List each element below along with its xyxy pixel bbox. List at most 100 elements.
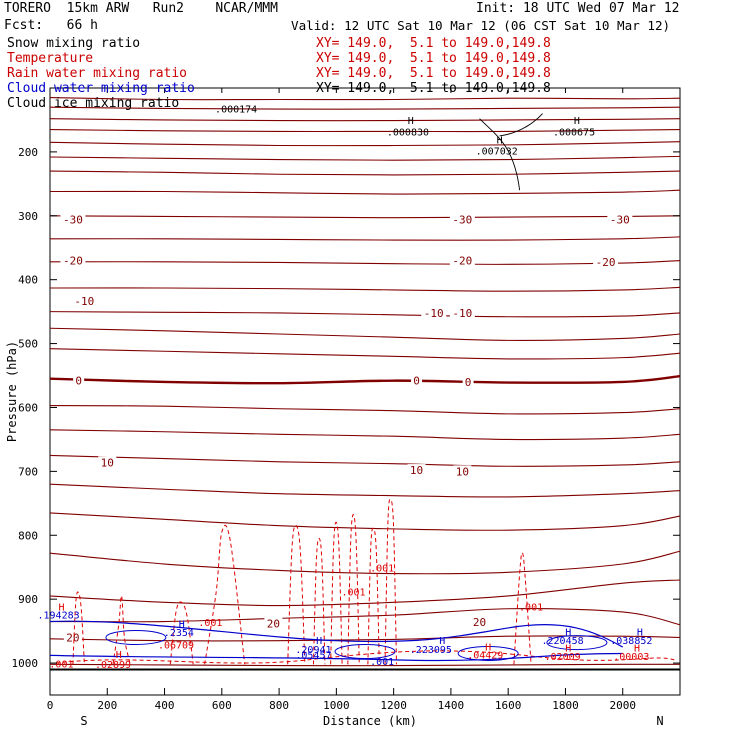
cloud-water-label: .223095 (410, 645, 452, 656)
rain-maximum-marker: H (485, 642, 491, 653)
cloud-water-label: .001 (370, 657, 394, 668)
legend-cloud-water-label: Cloud water mixing ratio (7, 81, 195, 96)
isotherm-label: -10 (452, 307, 472, 320)
x-endpoint-left: S (80, 714, 87, 728)
isotherm-label-bg (593, 255, 619, 268)
header-valid: Valid: 12 UTC Sat 10 Mar 12 (06 CST Sat … (291, 18, 671, 33)
isotherm-line (49, 663, 681, 667)
rain-label: .001 (341, 587, 365, 598)
rain-maximum-marker: H (58, 603, 64, 614)
x-tick-label: 1200 (380, 699, 407, 712)
cloud-water-label: .220458 (542, 636, 584, 647)
snow-label: .000174 (215, 104, 257, 115)
x-tick-label: 0 (47, 699, 54, 712)
isotherm-label: -30 (452, 214, 472, 227)
snow-maximum-marker: H (574, 116, 580, 127)
rain-label: .02009 (545, 652, 581, 663)
isotherm-line (49, 579, 681, 607)
isotherm-label-bg (264, 617, 283, 630)
cloud-water-contour (334, 644, 396, 660)
isotherm-line (49, 128, 681, 133)
isotherm-line (49, 170, 681, 176)
y-tick-label: 200 (18, 146, 38, 159)
isotherm-label: -20 (452, 255, 472, 268)
isotherm-line (49, 348, 681, 360)
isotherm-line (49, 286, 681, 292)
x-tick-label: 600 (212, 699, 232, 712)
rain-label: .06709 (158, 640, 194, 651)
isotherm-label: -10 (74, 295, 94, 308)
isotherm-line (49, 97, 681, 101)
legend-snow-label: Snow mixing ratio (7, 36, 141, 51)
cloud-water-maximum-marker: H (637, 628, 643, 639)
y-tick-label: 700 (18, 465, 38, 478)
isotherm-label: 0 (75, 375, 82, 388)
legend-temperature-label: Temperature (7, 51, 94, 66)
x-tick-label: 400 (155, 699, 175, 712)
cloud-water-label: .20941 (295, 645, 331, 656)
isotherm-line (49, 259, 681, 265)
legend-cloud-ice-xy: XY= 149.0, 5.1 to 149.0,149.8 (316, 81, 551, 96)
rain-maximum-marker: H (565, 644, 571, 655)
isotherm-line (49, 550, 681, 575)
x-tick-label: 800 (269, 699, 289, 712)
rain-water-contour (204, 524, 246, 665)
cloud-water-label: .05457 (295, 651, 331, 662)
cloud-water-label: .038852 (610, 636, 652, 647)
isotherm-label-bg (71, 294, 97, 307)
y-tick-label: 800 (18, 529, 38, 542)
x-axis-title: Distance (km) (323, 714, 417, 728)
rain-water-contour (72, 591, 85, 665)
header-fcst: Fcst: 66 h (4, 18, 98, 33)
rain-label: .00003 (613, 652, 649, 663)
cloud-water-contour (49, 652, 623, 662)
isotherm-label: 20 (66, 631, 79, 644)
isotherm-label: 20 (473, 616, 486, 629)
legend-cloud-water-xy: XY= 149.0, 5.1 to 149.0,149.8 (316, 66, 551, 81)
rain-label: .001 (519, 603, 543, 614)
isotherm-label-bg (462, 375, 474, 388)
x-tick-label: 200 (97, 699, 117, 712)
legend-rain-label: Rain water mixing ratio (7, 66, 188, 81)
isotherm-label-bg (607, 213, 633, 226)
isotherm-label-bg (421, 306, 447, 319)
cloud-water-maximum-marker: H (179, 619, 185, 630)
rain-water-contour (287, 524, 306, 665)
rain-maximum-marker: H (634, 644, 640, 655)
isotherm-label: 10 (410, 464, 423, 477)
rain-water-contour (513, 552, 532, 665)
legend-rain-xy: XY= 149.0, 5.1 to 149.0,149.8 (316, 51, 551, 66)
header-init: Init: 18 UTC Wed 07 Mar 12 (476, 1, 680, 16)
isotherm-label-bg (98, 456, 117, 469)
cloud-water-maximum-marker: H (439, 636, 445, 647)
isotherm-label: 10 (101, 456, 114, 469)
isotherm-label-bg (449, 213, 475, 226)
isotherm-label-bg (63, 631, 82, 644)
y-tick-label: 1000 (12, 657, 39, 670)
y-tick-label: 400 (18, 274, 38, 287)
legend-temperature-xy: XY= 149.0, 5.1 to 149.0,149.8 (316, 36, 551, 51)
isotherm-line (49, 311, 681, 318)
x-endpoint-right: N (656, 714, 663, 728)
isotherm-line (49, 236, 681, 241)
snow-label: .007032 (476, 146, 518, 157)
snow-label: .000675 (553, 127, 595, 138)
rain-water-contour (55, 650, 675, 664)
isotherm-label: 0 (413, 375, 420, 388)
cloud-water-contour (457, 645, 519, 661)
rain-water-contour (312, 537, 326, 665)
rain-water-contour (169, 601, 194, 665)
isotherm-line (49, 454, 681, 467)
isotherm-label-bg (449, 254, 475, 267)
isotherm-line (49, 155, 681, 161)
snow-maximum-marker: H (497, 136, 503, 147)
isotherm-label-bg (453, 465, 472, 478)
x-tick-label: 2000 (609, 699, 636, 712)
x-tick-label: 1400 (438, 699, 465, 712)
rain-label: .001 (49, 660, 73, 671)
rain-water-contour (112, 595, 131, 665)
isotherm-label-bg (449, 306, 475, 319)
cloud-water-maximum-marker: H (565, 628, 571, 639)
isotherm-line (49, 215, 681, 219)
